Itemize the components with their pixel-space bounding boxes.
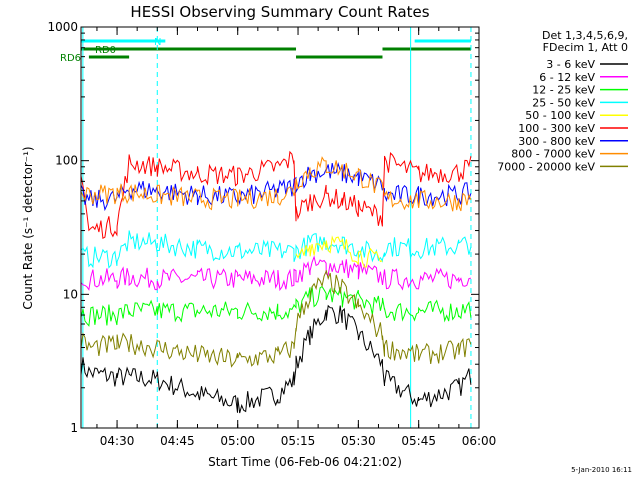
legend-label-6: 300 - 800 keV — [518, 135, 595, 148]
series-line-2 — [80, 285, 472, 327]
legend-label-5: 100 - 300 keV — [518, 122, 595, 135]
x-axis-label: Start Time (06-Feb-06 04:21:02) — [208, 455, 402, 469]
series-line-8 — [80, 270, 472, 368]
y-axis: 1 10 100 1000 — [47, 20, 479, 435]
flag-label-RD0: RD0 — [95, 45, 116, 56]
legend-label-8: 7000 - 20000 keV — [497, 160, 595, 173]
series-3 — [80, 230, 472, 269]
plot-frame — [80, 26, 480, 429]
x-tick-label-6: 06:00 — [462, 434, 497, 448]
series-4 — [295, 235, 383, 268]
flag-label-RD6: RD6 — [60, 53, 81, 64]
series-line-1 — [80, 255, 472, 292]
instrument-flags: N RD0 RD6 — [60, 37, 471, 64]
y-tick-label-0: 1 — [70, 421, 78, 435]
y-tick-label-3: 1000 — [47, 20, 78, 34]
series-5 — [80, 150, 472, 239]
y-tick-label-2: 100 — [55, 154, 78, 168]
series-0 — [80, 304, 472, 414]
x-tick-label-3: 05:15 — [281, 434, 316, 448]
series-line-4 — [295, 235, 383, 268]
x-tick-label-0: 04:30 — [100, 434, 135, 448]
y-tick-label-1: 10 — [63, 287, 78, 301]
series-2 — [80, 285, 472, 327]
y-axis-label: Count Rate (s⁻¹ detector⁻¹) — [21, 146, 35, 309]
legend-label-1: 6 - 12 keV — [539, 71, 595, 84]
legend-label-7: 800 - 7000 keV — [511, 148, 595, 161]
legend-header-line-2: FDecim 1, Att 0 — [543, 41, 628, 54]
x-tick-label-2: 05:00 — [220, 434, 255, 448]
legend-label-4: 50 - 100 keV — [525, 109, 595, 122]
series-line-6 — [80, 161, 472, 212]
legend-label-3: 25 - 50 keV — [532, 96, 595, 109]
series-6 — [80, 161, 472, 212]
series-1 — [80, 255, 472, 292]
series-line-5 — [80, 150, 472, 239]
x-axis: 04:30 04:45 05:00 05:15 05:30 05:45 06:00 — [96, 27, 497, 448]
series-line-0 — [80, 304, 472, 414]
series-line-7 — [80, 156, 472, 212]
chart-title: HESSI Observing Summary Count Rates — [130, 3, 429, 21]
legend-label-0: 3 - 6 keV — [546, 58, 595, 71]
x-tick-label-5: 05:45 — [401, 434, 436, 448]
day-night-markers — [82, 27, 472, 428]
x-tick-label-4: 05:30 — [341, 434, 376, 448]
series-8 — [80, 270, 472, 368]
flag-label-N: N — [154, 37, 161, 48]
plot-timestamp: 5-Jan-2010 16:11 — [571, 466, 632, 474]
legend-header-line-1: Det 1,3,4,5,6,9, — [542, 29, 628, 42]
series-line-3 — [80, 230, 472, 269]
series-7 — [80, 156, 472, 212]
x-tick-label-1: 04:45 — [160, 434, 195, 448]
series-group — [80, 150, 472, 414]
legend-label-2: 12 - 25 keV — [532, 84, 595, 97]
